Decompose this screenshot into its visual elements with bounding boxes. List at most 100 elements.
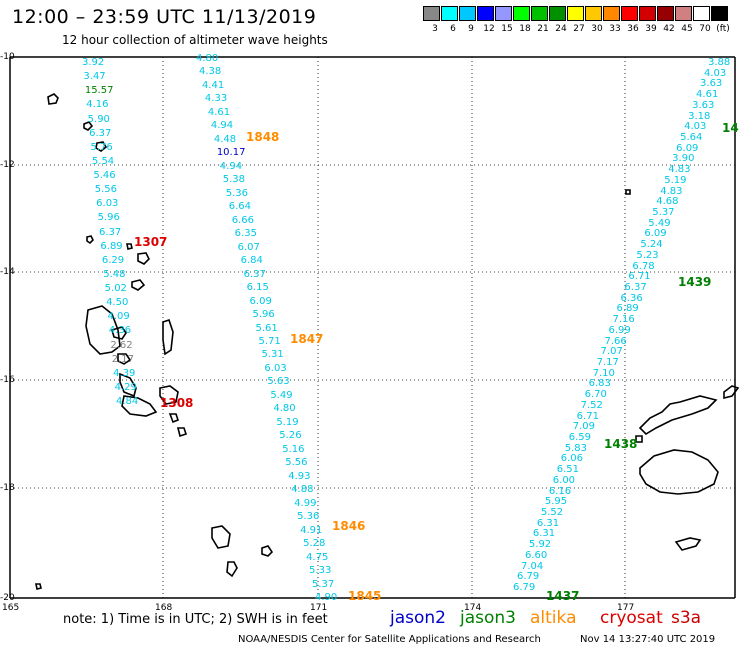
- wave-height-value: 6.37: [624, 282, 647, 293]
- scale-swatch: [693, 6, 710, 21]
- scale-label: 6: [450, 24, 456, 34]
- wave-height-value: 6.70: [584, 389, 607, 401]
- scale-label: 33: [609, 24, 621, 34]
- lon-label: 165: [2, 603, 20, 613]
- wave-height-value: 6.29: [101, 254, 125, 266]
- wave-height-value: 5.90: [87, 113, 110, 125]
- wave-height-value: 6.84: [240, 255, 263, 267]
- wave-height-value: 6.37: [99, 226, 122, 238]
- wave-height-value: 3.88: [708, 57, 731, 68]
- island-espiritu-north: [47, 93, 59, 105]
- wave-height-value: 5.61: [255, 322, 278, 334]
- wave-height-value: 4.09: [107, 311, 130, 323]
- scale-swatch: [441, 6, 458, 21]
- wave-height-value: 5.95: [544, 496, 568, 508]
- scale-label: 24: [555, 24, 567, 34]
- wave-height-value: 6.06: [560, 453, 584, 465]
- wave-height-value: 5.24: [640, 239, 663, 251]
- wave-height-value: 5.36: [225, 187, 249, 199]
- wave-height-value: 5.02: [104, 283, 127, 294]
- wave-height-value: 4.80: [196, 53, 219, 64]
- wave-height-value: 5.33: [309, 565, 332, 577]
- wave-height-value: 6.60: [524, 549, 548, 561]
- wave-height-value: 6.83: [588, 378, 611, 390]
- wave-height-value: 6.78: [632, 260, 655, 272]
- pass-number-label: 1439: [678, 275, 712, 289]
- island-efate: [121, 395, 158, 417]
- wave-height-value: 6.09: [676, 142, 699, 154]
- legend-jason2: jason2: [390, 608, 446, 628]
- pass-number-label: 1846: [332, 519, 366, 533]
- lon-label: 174: [464, 603, 482, 613]
- chart-title: 12:00 – 23:59 UTC 11/13/2019: [12, 6, 317, 28]
- wave-height-value: 4.38: [198, 66, 222, 78]
- island-south-small: [35, 583, 42, 590]
- wave-height-value: 5.23: [636, 249, 659, 261]
- wave-height-value: 5.96: [97, 212, 120, 224]
- wave-height-value: 5.48: [103, 268, 126, 280]
- wave-height-value: 5.64: [680, 132, 703, 143]
- lon-label: 171: [310, 603, 328, 613]
- island-ambrym: [117, 353, 132, 365]
- scale-swatch: [459, 6, 476, 21]
- lat-label: -12: [0, 160, 15, 170]
- wave-height-value: 6.37: [243, 268, 266, 280]
- wave-height-value: 15.57: [84, 85, 114, 97]
- wave-height-value: 6.79: [513, 582, 536, 593]
- wave-height-value: 5.96: [252, 309, 275, 321]
- wave-height-value: 4.99: [294, 497, 317, 509]
- island-espiritu-santo: [85, 305, 121, 355]
- wave-height-value: 5.37: [652, 207, 675, 218]
- wave-height-value: 4.84: [116, 396, 139, 407]
- wave-height-value: 4.93: [288, 470, 311, 482]
- wave-height-value: 4.80: [273, 403, 296, 415]
- wave-height-value: 5.19: [276, 416, 299, 428]
- wave-height-value: 5.31: [261, 349, 284, 361]
- wave-height-value: 4.94: [210, 120, 234, 132]
- pass-number-label: 1845: [348, 589, 382, 603]
- scale-label: 45: [681, 24, 693, 34]
- wave-height-value: 4.33: [204, 93, 228, 105]
- wave-height-value: 6.66: [231, 214, 254, 226]
- wave-height-value: 7.52: [580, 399, 603, 411]
- wave-height-value: 3.92: [82, 57, 105, 68]
- lat-label: -18: [0, 483, 15, 493]
- wave-height-value: 6.15: [246, 282, 269, 294]
- wave-height-value: 4.41: [201, 79, 225, 91]
- wave-height-value: 4.36: [108, 325, 132, 337]
- island-fiji-viti-levu: [639, 449, 719, 495]
- scale-label: 39: [645, 24, 657, 34]
- wave-height-value: 7.07: [600, 346, 623, 358]
- wave-height-value: 4.61: [207, 106, 231, 118]
- wave-height-value: 5.16: [282, 443, 305, 455]
- wave-height-value: 3.90: [672, 153, 695, 165]
- wave-height-value: 6.79: [516, 571, 540, 583]
- scale-swatch: [603, 6, 620, 21]
- wave-height-value: 5.28: [303, 538, 326, 550]
- pass-number-label: 1438: [604, 437, 638, 451]
- wave-height-value: 4.83: [660, 185, 683, 197]
- wave-height-value: 5.19: [664, 174, 687, 186]
- wave-height-value: 6.64: [228, 201, 251, 213]
- wave-height-value: 7.17: [596, 357, 619, 368]
- island-malekula: [111, 326, 127, 340]
- wave-height-value: 4.39: [113, 367, 136, 379]
- wave-height-value: 5.71: [258, 335, 281, 347]
- wave-height-value: 2.62: [110, 339, 133, 351]
- scale-swatch: [513, 6, 530, 21]
- island-fiji-vanua-levu: [638, 395, 718, 436]
- wave-height-value: 6.16: [548, 485, 572, 497]
- wave-height-value: 6.71: [628, 271, 651, 283]
- wave-height-value: 4.94: [219, 160, 243, 172]
- units-note: note: 1) Time is in UTC; 2) SWH is in fe…: [63, 612, 328, 627]
- wave-height-value: 5.46: [93, 170, 116, 181]
- lat-label: -10: [0, 52, 15, 62]
- wave-height-value: 4.03: [704, 67, 727, 79]
- wave-height-value: 10.17: [216, 147, 246, 159]
- island-small-c: [131, 279, 146, 291]
- scale-swatch: [621, 6, 638, 21]
- scale-label: 18: [519, 24, 531, 34]
- wave-height-value: 4.91: [300, 524, 323, 536]
- scale-swatch: [495, 6, 512, 21]
- wave-height-value: 5.92: [528, 539, 552, 551]
